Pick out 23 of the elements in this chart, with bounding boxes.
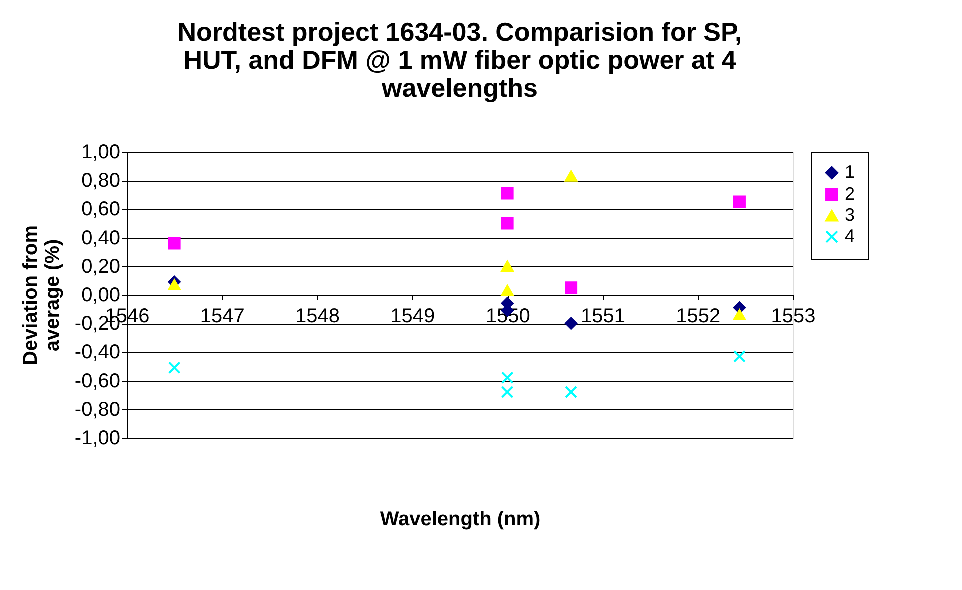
legend-label: 3 — [845, 205, 856, 225]
y-tick-label: -0,80 — [74, 398, 120, 421]
legend-label: 2 — [845, 184, 856, 204]
x-tick-label: 1551 — [580, 306, 626, 328]
y-tick-label: -1,00 — [74, 428, 120, 450]
y-tick-label: 0,80 — [82, 170, 120, 192]
x-axis-title: Wavelength (nm) — [380, 508, 541, 530]
x-tick-label: 1553 — [771, 306, 816, 328]
y-tick-label: -0,60 — [74, 370, 120, 392]
legend-label: 1 — [845, 162, 856, 182]
y-tick-label: 0,00 — [82, 284, 120, 306]
chart-title: Nordtest project 1634-03. Comparision for SP, HUT, and DFM @ 1 mW fiber optic power at 4 wavelengths — [178, 17, 742, 103]
legend-label: 4 — [845, 226, 856, 246]
y-tick-label: 1,00 — [82, 142, 120, 164]
y-tick-label: 0,40 — [82, 227, 120, 250]
y-axis-title: Deviation from average (%) — [20, 225, 64, 366]
x-tick-label: 1547 — [200, 306, 245, 328]
x-tick-label: 1548 — [296, 306, 340, 328]
y-tick-label: -0,40 — [74, 342, 120, 364]
x-tick-label: 1552 — [676, 306, 721, 328]
y-tick-label: 0,60 — [82, 198, 120, 221]
x-tick-label: 1549 — [390, 306, 436, 328]
y-tick-label: 0,20 — [82, 256, 120, 278]
